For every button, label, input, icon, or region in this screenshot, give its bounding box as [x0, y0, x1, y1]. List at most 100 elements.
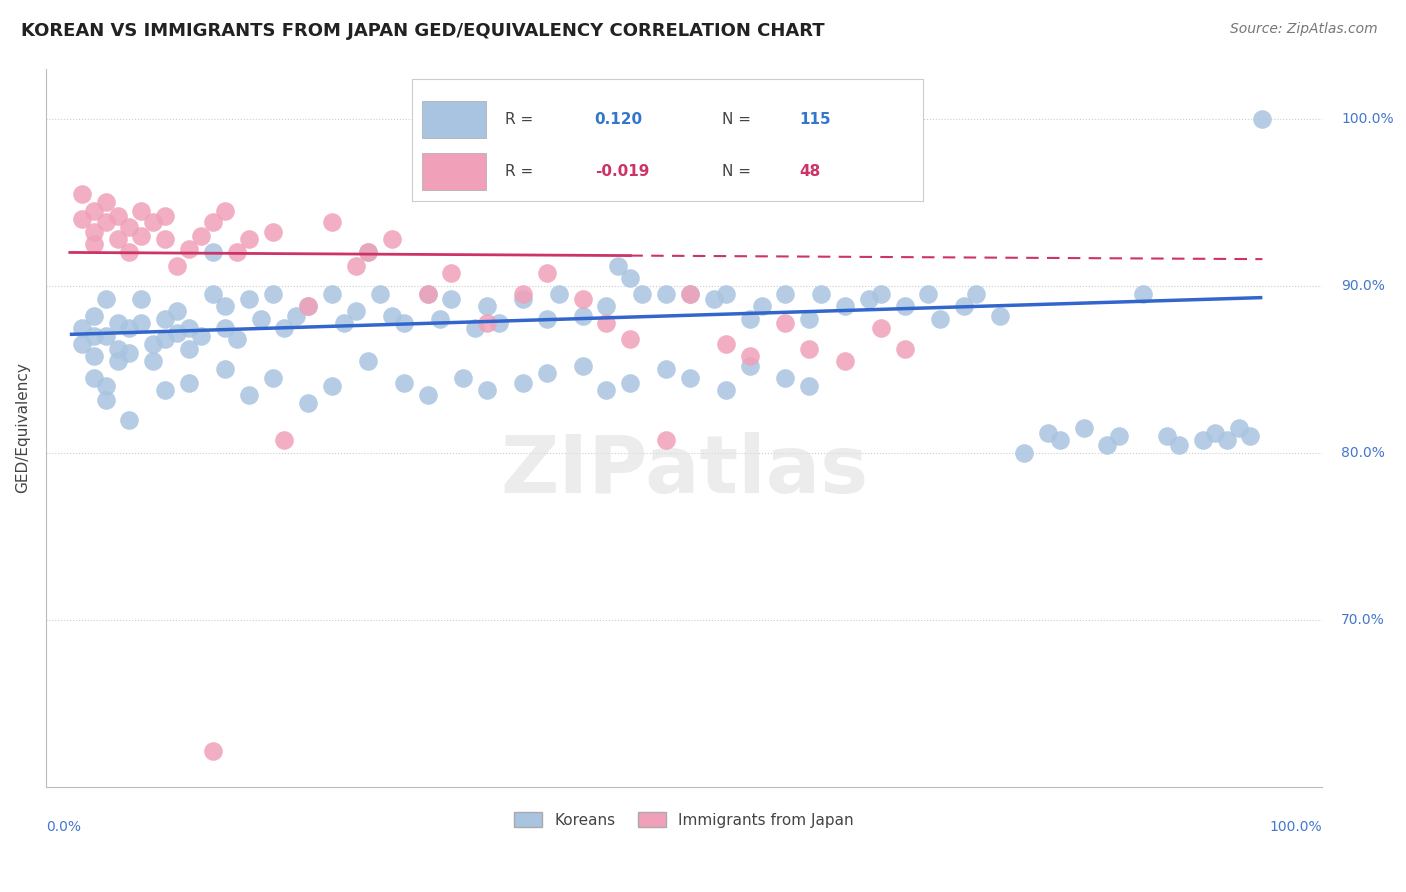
Point [953, 299, 976, 313]
Y-axis label: GED/Equivalency: GED/Equivalency [15, 362, 30, 493]
Point [571, 309, 593, 323]
Point [225, 332, 247, 346]
Point [536, 312, 558, 326]
Text: 90.0%: 90.0% [1341, 279, 1385, 293]
FancyBboxPatch shape [412, 79, 922, 201]
Point [70, 212, 93, 227]
Point [703, 292, 725, 306]
FancyBboxPatch shape [422, 101, 486, 138]
Point [929, 312, 952, 326]
Point [988, 309, 1011, 323]
Point [1036, 425, 1059, 440]
Point [655, 362, 678, 376]
Point [869, 320, 891, 334]
Point [595, 299, 617, 313]
Text: 0.120: 0.120 [595, 112, 643, 127]
Point [142, 354, 165, 368]
Point [893, 343, 915, 357]
Text: 48: 48 [799, 164, 820, 178]
Point [714, 383, 737, 397]
Point [94, 195, 117, 210]
Point [1204, 425, 1226, 440]
Point [166, 304, 188, 318]
Point [595, 316, 617, 330]
Point [477, 383, 499, 397]
Text: KOREAN VS IMMIGRANTS FROM JAPAN GED/EQUIVALENCY CORRELATION CHART: KOREAN VS IMMIGRANTS FROM JAPAN GED/EQUI… [21, 22, 825, 40]
Point [94, 329, 117, 343]
Point [83, 349, 105, 363]
Point [155, 332, 177, 346]
Point [225, 245, 247, 260]
Point [131, 203, 153, 218]
Point [201, 287, 224, 301]
Point [477, 316, 499, 330]
Point [714, 287, 737, 301]
Point [344, 259, 367, 273]
Point [166, 326, 188, 340]
Point [321, 215, 343, 229]
Point [1049, 433, 1071, 447]
Point [775, 371, 797, 385]
Point [440, 292, 463, 306]
Point [607, 259, 630, 273]
Point [177, 376, 200, 390]
Point [738, 359, 761, 373]
Point [965, 287, 987, 301]
Point [571, 359, 593, 373]
Point [547, 287, 569, 301]
Point [214, 299, 236, 313]
Point [1132, 287, 1154, 301]
Point [297, 299, 319, 313]
Text: ZIPatlas: ZIPatlas [501, 432, 868, 510]
Point [238, 292, 260, 306]
Point [869, 287, 891, 301]
Point [416, 387, 439, 401]
Point [714, 337, 737, 351]
Point [368, 287, 391, 301]
Point [595, 383, 617, 397]
Point [440, 266, 463, 280]
Point [1073, 421, 1095, 435]
Point [751, 299, 773, 313]
Point [142, 215, 165, 229]
Text: R =: R = [505, 164, 534, 178]
Point [214, 362, 236, 376]
Point [107, 343, 129, 357]
Point [83, 329, 105, 343]
Point [619, 376, 641, 390]
Point [107, 209, 129, 223]
Point [1108, 429, 1130, 443]
Point [357, 354, 380, 368]
Point [679, 287, 702, 301]
Point [1012, 446, 1035, 460]
Text: N =: N = [723, 164, 751, 178]
Point [799, 312, 821, 326]
Point [177, 242, 200, 256]
Point [631, 287, 654, 301]
Point [83, 237, 105, 252]
Point [155, 383, 177, 397]
Point [1251, 112, 1274, 126]
Point [619, 270, 641, 285]
Point [131, 292, 153, 306]
Text: 100.0%: 100.0% [1341, 112, 1393, 126]
Point [357, 245, 380, 260]
Point [1227, 421, 1250, 435]
Point [201, 245, 224, 260]
Point [70, 337, 93, 351]
Point [94, 292, 117, 306]
Point [107, 316, 129, 330]
Point [1167, 438, 1189, 452]
Point [83, 203, 105, 218]
Point [834, 299, 856, 313]
Point [381, 309, 404, 323]
FancyBboxPatch shape [422, 153, 486, 190]
Text: R =: R = [505, 112, 534, 127]
Point [155, 312, 177, 326]
Point [142, 337, 165, 351]
Point [190, 228, 212, 243]
Point [273, 320, 295, 334]
Point [1239, 429, 1261, 443]
Point [416, 287, 439, 301]
Point [238, 387, 260, 401]
